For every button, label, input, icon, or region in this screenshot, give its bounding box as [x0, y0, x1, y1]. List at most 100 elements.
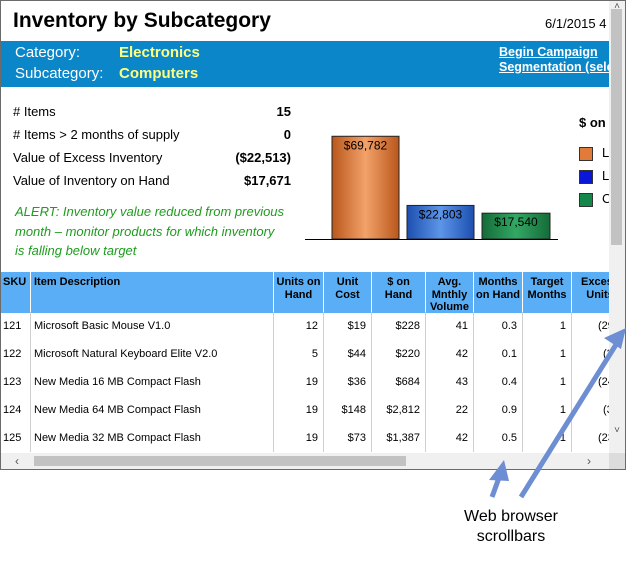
cell-target-months: 1 [523, 396, 572, 424]
scroll-up-arrow-icon[interactable]: ˄ [614, 1, 620, 12]
cell-units-on-hand: 5 [274, 340, 324, 368]
cell-target-months: 1 [523, 424, 572, 452]
legend-label: L [602, 145, 609, 160]
column-header-description[interactable]: Item Description [31, 272, 274, 313]
scroll-right-arrow-icon[interactable]: › [587, 454, 591, 468]
cell-units-on-hand: 19 [274, 396, 324, 424]
cell-description: Microsoft Natural Keyboard Elite V2.0 [31, 340, 274, 368]
metric-value: ($22,513) [235, 150, 291, 165]
chart-bar [331, 135, 400, 240]
report-viewport: Inventory by Subcategory 6/1/2015 4 Cate… [1, 1, 609, 453]
cell-months-on-hand: 0.1 [474, 340, 523, 368]
cell-sku: 124 [1, 396, 31, 424]
cell-months-on-hand: 0.5 [474, 424, 523, 452]
cell-description: New Media 64 MB Compact Flash [31, 396, 274, 424]
cell-excess-units: (3 [603, 404, 609, 416]
cell-dollars-on-hand: $220 [372, 340, 426, 368]
column-header-months-on-hand[interactable]: Months on Hand [474, 272, 523, 313]
scroll-down-arrow-icon[interactable]: ˅ [614, 425, 620, 436]
cell-target-months: 1 [523, 340, 572, 368]
column-header-unit-cost[interactable]: Unit Cost [324, 272, 372, 313]
cell-dollars-on-hand: $1,387 [372, 424, 426, 452]
table-row: 122 Microsoft Natural Keyboard Elite V2.… [1, 340, 609, 368]
cell-unit-cost: $19 [324, 312, 372, 340]
metric-label: # Items [13, 104, 56, 119]
cell-months-on-hand: 0.9 [474, 396, 523, 424]
inventory-bar-chart: $69,782 $22,803 $17,540 [305, 135, 558, 240]
scrollbar-annotation: Web browser scrollbars [442, 507, 580, 547]
table-header: SKU Item Description Units on Hand Unit … [1, 272, 609, 313]
column-header-dollars-on-hand[interactable]: $ on Hand [372, 272, 426, 313]
cell-avg-volume: 42 [426, 340, 474, 368]
category-band: Category: Electronics Subcategory: Compu… [1, 41, 609, 87]
legend-swatch [579, 147, 593, 161]
metric-value: 0 [283, 127, 291, 142]
cell-excess-units: (24 [598, 376, 609, 388]
cell-target-months: 1 [523, 312, 572, 340]
cell-description: New Media 16 MB Compact Flash [31, 368, 274, 396]
cell-avg-volume: 41 [426, 312, 474, 340]
category-label: Category: [15, 44, 81, 61]
cell-description: Microsoft Basic Mouse V1.0 [31, 312, 274, 340]
horizontal-scrollbar[interactable]: ‹ › [1, 453, 609, 469]
cell-dollars-on-hand: $228 [372, 312, 426, 340]
legend-label: C [602, 191, 609, 206]
metric-label: Value of Excess Inventory [13, 150, 163, 165]
chart-data-label: $17,540 [494, 215, 538, 229]
chart-bar [481, 212, 551, 240]
column-header-target-months[interactable]: Target Months [523, 272, 572, 313]
category-value: Electronics [119, 44, 200, 61]
chart-data-label: $22,803 [419, 207, 463, 221]
legend-label: L [602, 168, 609, 183]
scroll-left-arrow-icon[interactable]: ‹ [15, 454, 19, 468]
metric-value: $17,671 [244, 173, 291, 188]
cell-sku: 121 [1, 312, 31, 340]
chart-data-label: $69,782 [344, 138, 388, 152]
report-title: Inventory by Subcategory [13, 9, 271, 32]
table-row: 124 New Media 64 MB Compact Flash 19 $14… [1, 396, 609, 424]
cell-unit-cost: $148 [324, 396, 372, 424]
cell-avg-volume: 42 [426, 424, 474, 452]
metric-label: Value of Inventory on Hand [13, 173, 170, 188]
subcategory-value: Computers [119, 65, 199, 82]
cell-excess-units: (3 [603, 348, 609, 360]
cell-unit-cost: $44 [324, 340, 372, 368]
metric-value: 15 [276, 104, 291, 119]
campaign-link-line2: Segmentation (sele [499, 60, 609, 74]
cell-sku: 125 [1, 424, 31, 452]
column-header-excess-units[interactable]: Excess Units [581, 276, 609, 301]
cell-description: New Media 32 MB Compact Flash [31, 424, 274, 452]
cell-units-on-hand: 19 [274, 424, 324, 452]
cell-avg-volume: 22 [426, 396, 474, 424]
report-date: 6/1/2015 4 [545, 16, 607, 31]
annotation-line2: scrollbars [476, 528, 546, 545]
cell-months-on-hand: 0.3 [474, 312, 523, 340]
arrowhead-vertical [604, 328, 626, 349]
column-header-units-on-hand[interactable]: Units on Hand [274, 272, 324, 313]
column-header-sku[interactable]: SKU [1, 272, 31, 313]
cell-dollars-on-hand: $684 [372, 368, 426, 396]
table-row: 121 Microsoft Basic Mouse V1.0 12 $19 $2… [1, 312, 609, 340]
column-header-avg-monthly-volume[interactable]: Avg. Mnthly Volume [426, 272, 474, 313]
legend-swatch [579, 193, 593, 207]
alert-message: ALERT: Inventory value reduced from prev… [15, 204, 285, 258]
cell-months-on-hand: 0.4 [474, 368, 523, 396]
subcategory-label: Subcategory: [15, 65, 104, 82]
arrow-to-vertical-scrollbar [518, 341, 620, 499]
annotation-line1: Web browser [464, 508, 558, 525]
cell-unit-cost: $36 [324, 368, 372, 396]
cell-excess-units: (29 [598, 320, 609, 332]
chart-bar [406, 204, 475, 240]
vertical-scroll-thumb[interactable] [611, 9, 622, 245]
cell-sku: 123 [1, 368, 31, 396]
cell-units-on-hand: 19 [274, 368, 324, 396]
cell-dollars-on-hand: $2,812 [372, 396, 426, 424]
cell-unit-cost: $73 [324, 424, 372, 452]
horizontal-scroll-thumb[interactable] [34, 456, 406, 466]
begin-campaign-link[interactable]: Begin Campaign Segmentation (sele [499, 45, 609, 75]
legend-swatch [579, 170, 593, 184]
cell-target-months: 1 [523, 368, 572, 396]
report-header: Inventory by Subcategory 6/1/2015 4 [1, 1, 609, 41]
metric-label: # Items > 2 months of supply [13, 127, 180, 142]
